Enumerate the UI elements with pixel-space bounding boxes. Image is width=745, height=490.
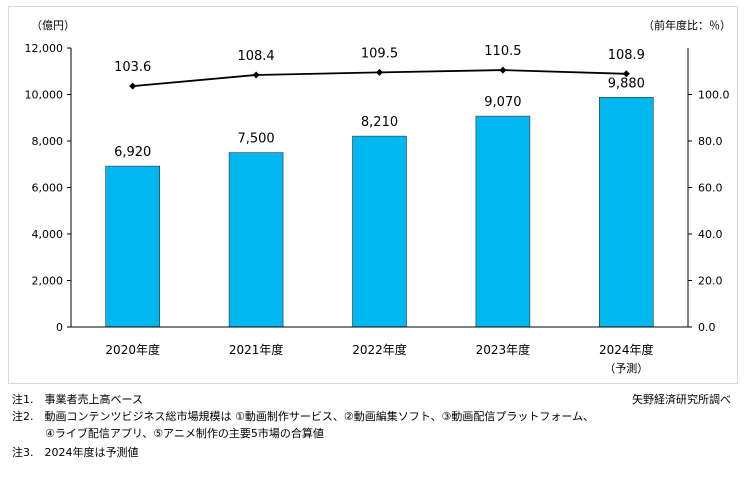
bar-value-label: 9,070 — [484, 95, 521, 110]
note-2: 注2. 動画コンテンツビジネス総市場規模は ①動画制作サービス、②動画編集ソフト… — [12, 410, 595, 423]
x-category-label: 2024年度 — [599, 342, 654, 357]
x-category-label: 2020年度 — [105, 342, 160, 357]
bar-value-label: 8,210 — [361, 115, 398, 130]
yoy-value-label: 108.4 — [237, 49, 274, 64]
bar-2021年度 — [228, 152, 284, 328]
y-left-unit-label: （億円） — [31, 19, 75, 32]
x-category-label: 2021年度 — [229, 342, 284, 357]
bar-2023年度 — [475, 115, 531, 328]
yoy-point — [499, 66, 507, 74]
bar-2024年度 — [598, 96, 654, 328]
x-category-label: 2022年度 — [352, 342, 407, 357]
y-left-tick-label: 0 — [56, 321, 63, 334]
y-right-tick-label: 40.0 — [698, 228, 723, 241]
x-category-label: 2023年度 — [476, 342, 531, 357]
y-left-tick-label: 4,000 — [32, 228, 64, 241]
y-right-tick-label: 0.0 — [698, 321, 716, 334]
bar-value-label: 6,920 — [114, 145, 151, 160]
bar-value-label: 9,880 — [608, 76, 645, 91]
yoy-point — [129, 82, 137, 90]
y-right-tick-label: 80.0 — [698, 135, 723, 148]
bar-value-label: 7,500 — [237, 132, 274, 147]
yoy-point — [376, 68, 383, 76]
market-size-chart: 0 2,000 4,000 6,000 8,000 10,000 12,000 0.0 20.0… — [25, 18, 732, 375]
yoy-point — [622, 70, 630, 78]
note-3: 注3. 2024年度は予測値 — [12, 446, 139, 459]
x-category-sublabel: （予測） — [604, 361, 648, 375]
note-1: 注1. 事業者売上高ベース — [12, 393, 143, 406]
yoy-point — [252, 71, 260, 79]
y-left-tick-label: 12,000 — [25, 42, 64, 55]
y-left-tick-label: 2,000 — [32, 275, 64, 288]
y-left-tick-label: 8,000 — [32, 135, 64, 148]
y-right-tick-label: 20.0 — [698, 275, 723, 288]
yoy-value-label: 108.9 — [608, 48, 645, 63]
yoy-value-label: 109.5 — [361, 46, 398, 61]
yoy-value-label: 103.6 — [114, 60, 151, 75]
bar-2020年度 — [105, 165, 160, 328]
note-2-continued: ④ライブ配信アプリ、⑤アニメ制作の主要5市場の合算値 — [12, 427, 324, 440]
bar-2022年度 — [352, 135, 407, 328]
y-right-tick-label: 60.0 — [698, 182, 723, 195]
y-right-unit-label: （前年度比：％） — [643, 18, 731, 32]
y-left-tick-label: 6,000 — [32, 182, 64, 195]
y-right-tick-label: 100.0 — [698, 89, 730, 102]
source-credit: 矢野経済研究所調べ — [632, 393, 731, 406]
y-left-tick-label: 10,000 — [25, 89, 64, 102]
chart-frame: 0 2,000 4,000 6,000 8,000 10,000 12,000 0.0 20.0… — [8, 6, 738, 384]
yoy-value-label: 110.5 — [484, 44, 521, 59]
